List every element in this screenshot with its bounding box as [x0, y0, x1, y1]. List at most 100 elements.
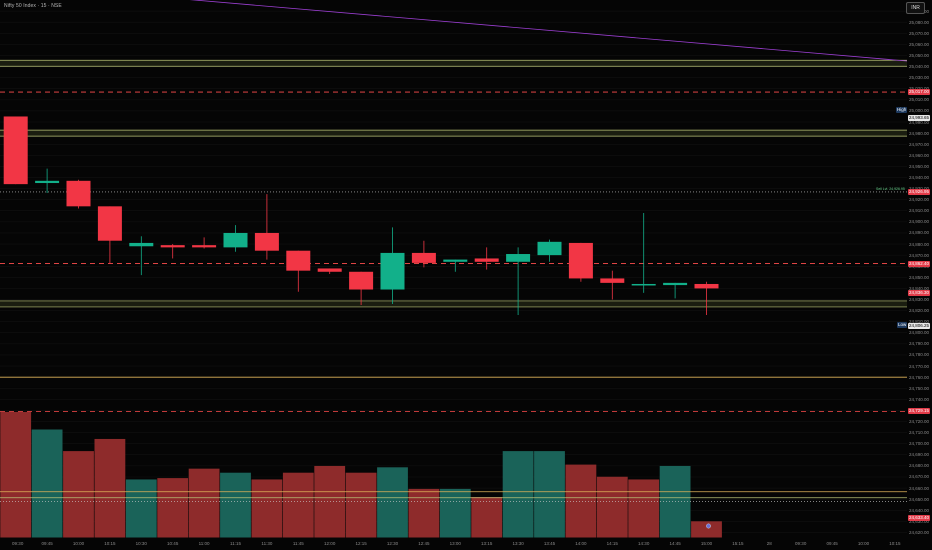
volume-bar — [534, 451, 565, 538]
time-tick-label: 14:00 — [575, 541, 587, 546]
price-tick-label: 24,680.00 — [909, 463, 930, 469]
candle-body — [97, 206, 122, 241]
time-tick-label: 10:15 — [104, 541, 116, 546]
price-tick-label: 24,990.00 — [909, 119, 930, 125]
time-tick-label: 10:30 — [135, 541, 147, 546]
candle-body — [443, 259, 468, 262]
candle-body — [506, 254, 531, 262]
volume-bar — [63, 451, 94, 538]
candle-body — [380, 252, 405, 290]
price-tick-label: 24,940.00 — [909, 174, 930, 180]
candle-body — [3, 116, 28, 185]
volume-bar — [408, 488, 440, 538]
candle-body — [223, 232, 248, 248]
symbol-title: Nifty 50 Index · 15 · NSE — [4, 3, 62, 9]
price-tick-label: 25,030.00 — [909, 75, 930, 81]
time-tick-label: 10:00 — [857, 541, 870, 546]
price-tick-label: 24,850.00 — [909, 274, 930, 280]
price-tick-label: 25,010.00 — [909, 97, 930, 103]
price-tick-label: 24,960.00 — [909, 152, 930, 158]
time-tick-label: 12:45 — [418, 541, 430, 546]
volume-bar — [565, 464, 597, 538]
candle-body — [254, 232, 279, 251]
volume-bar — [314, 465, 346, 538]
price-tick-label: 24,720.00 — [909, 419, 930, 425]
candle-body — [192, 245, 217, 248]
volume-bar — [377, 467, 408, 538]
price-badge: 24,993.65 — [908, 114, 931, 121]
time-tick-label: 13:45 — [543, 541, 556, 546]
currency-button[interactable]: INR — [906, 2, 925, 14]
candle-body — [35, 180, 60, 184]
time-tick-label: 12:00 — [324, 541, 336, 546]
candle-body — [411, 252, 436, 263]
time-tick-label: 11:00 — [198, 541, 210, 546]
candle-body — [349, 271, 374, 290]
volume-bar — [502, 451, 534, 538]
time-tick-label: 13:00 — [449, 541, 461, 546]
volume-bar — [596, 476, 628, 538]
price-tick-label: 24,980.00 — [909, 130, 930, 136]
time-axis[interactable]: 09:30 09:45 10:00 10:15 10:30 10:45 11:00 11:15… — [0, 538, 907, 550]
high-tag: High — [896, 107, 908, 113]
volume-bar — [345, 472, 377, 538]
level-annotation: Sell Lvl. 24,926.95 — [876, 187, 905, 191]
trend-line — [189, 0, 907, 62]
price-tick-label: 24,810.00 — [909, 319, 930, 325]
price-tick-label: 24,660.00 — [909, 485, 930, 491]
price-tick-label: 24,670.00 — [909, 474, 930, 480]
time-tick-label: 11:15 — [230, 541, 241, 546]
price-tick-label: 24,830.00 — [909, 297, 930, 302]
volume-bar — [220, 472, 251, 538]
volume-bar — [628, 479, 660, 538]
price-tick-label: 24,920.00 — [909, 197, 930, 203]
price-tick-label: 24,780.00 — [909, 352, 930, 358]
price-tick-label: 24,870.00 — [909, 252, 930, 258]
level-zone — [0, 300, 907, 307]
volume-bar — [659, 465, 691, 538]
time-tick-label: 13:15 — [481, 541, 493, 546]
price-tick-label: 24,910.00 — [909, 208, 930, 214]
candle-body — [160, 245, 185, 248]
time-tick-label: 14:15 — [606, 541, 618, 546]
time-tick-label: 28 — [766, 541, 772, 546]
volume-bar — [94, 438, 126, 538]
price-tick-label: 24,880.00 — [909, 241, 930, 247]
candle-body — [317, 268, 342, 272]
price-badge: 24,633.40 — [908, 514, 931, 521]
time-tick-label: 11:45 — [292, 541, 304, 546]
price-tick-label: 24,750.00 — [909, 385, 930, 391]
candle-body — [286, 250, 311, 271]
volume-bar — [471, 497, 503, 538]
price-tick-label: 24,890.00 — [909, 230, 930, 236]
volume-bar — [0, 411, 32, 538]
price-tick-label: 25,050.00 — [909, 52, 930, 58]
price-tick-label: 24,970.00 — [909, 141, 930, 147]
time-tick-label: 15:15 — [732, 541, 744, 546]
time-tick-label: 09:30 — [795, 541, 807, 546]
price-badge: 24,862.40 — [908, 260, 931, 267]
price-badge: 25,017.00 — [908, 89, 931, 96]
price-tick-label: 25,020.00 — [909, 86, 929, 91]
price-badge: 24,836.30 — [908, 289, 931, 296]
volume-bar — [282, 472, 314, 538]
level-zone — [0, 60, 907, 67]
time-tick-label: 13:30 — [512, 541, 524, 546]
price-badge: 24,806.25 — [908, 322, 931, 329]
time-tick-label: 09:30 — [12, 541, 24, 546]
time-tick-label: 10:00 — [72, 541, 85, 546]
price-axis[interactable]: 25,090.0025,080.0025,070.0025,060.0025,0… — [907, 0, 932, 537]
time-tick-label: 12:30 — [386, 541, 399, 546]
volume-bar — [188, 468, 220, 538]
candle-body — [600, 278, 625, 283]
price-tick-label: 25,000.00 — [909, 108, 930, 114]
price-tick-label: 24,820.00 — [909, 308, 930, 314]
candle-body — [537, 241, 562, 256]
price-tick-label: 24,930.00 — [909, 186, 929, 191]
candle-body — [694, 283, 719, 289]
price-chart[interactable] — [0, 0, 907, 538]
price-tick-label: 25,060.00 — [909, 41, 930, 47]
price-tick-label: 24,710.00 — [909, 430, 930, 436]
volume-bar — [31, 429, 63, 538]
